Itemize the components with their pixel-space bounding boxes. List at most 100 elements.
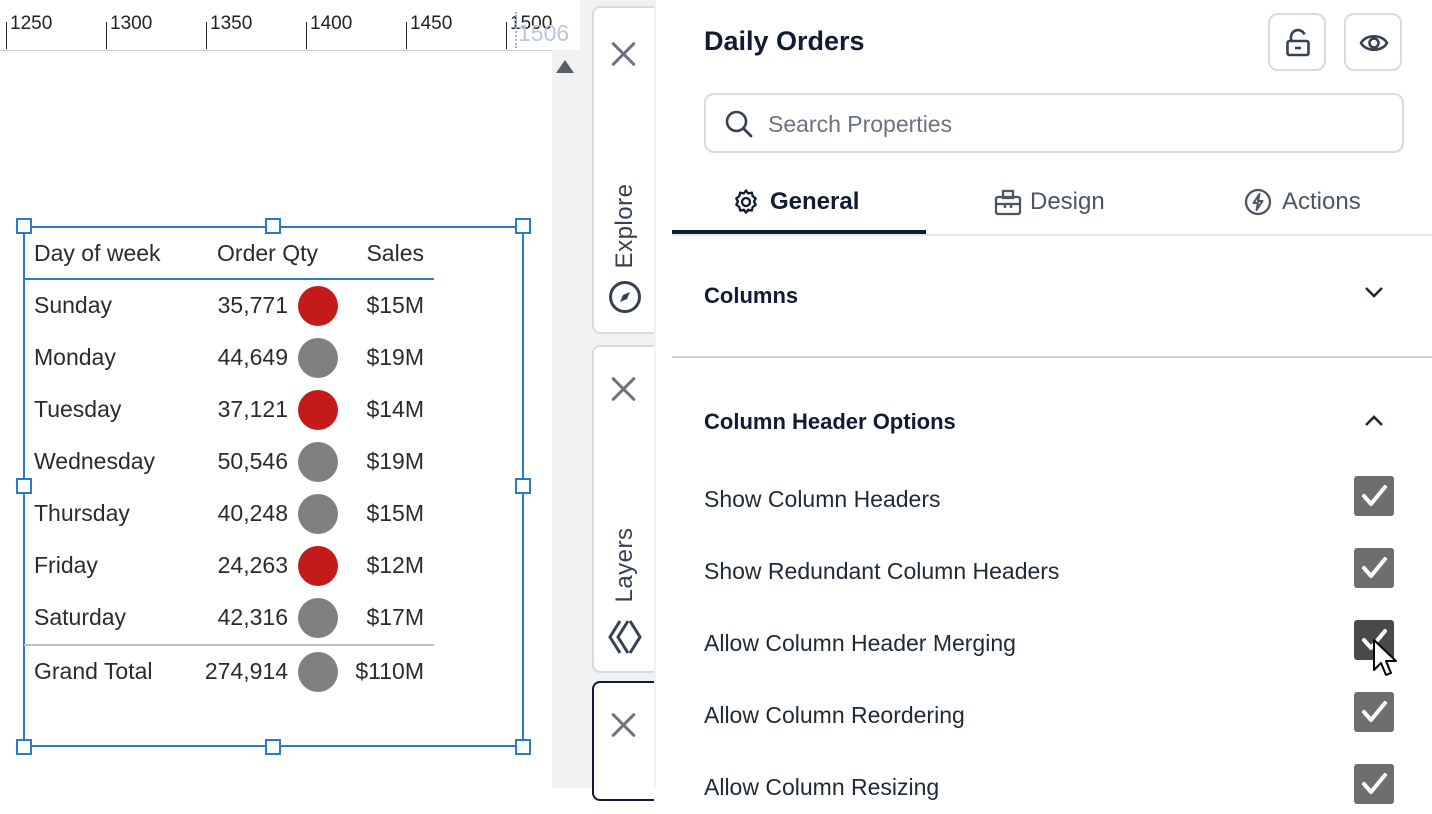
tab-actions-label: Actions xyxy=(1282,188,1361,215)
lightning-icon xyxy=(1244,188,1272,216)
qty-cell: 24,263 xyxy=(217,552,288,578)
option-checkbox[interactable] xyxy=(1354,548,1394,588)
status-indicator xyxy=(298,338,338,378)
checkmark-icon xyxy=(1362,629,1387,650)
status-indicator xyxy=(298,546,338,586)
sales-cell: $14M xyxy=(366,396,424,422)
qty-cell: 44,649 xyxy=(217,344,288,370)
option-row: Allow Column Reordering xyxy=(704,692,1404,742)
checkmark-icon xyxy=(1362,557,1387,578)
total-label: Grand Total xyxy=(34,658,153,684)
preview-button[interactable] xyxy=(1344,13,1402,71)
resize-handle-top-right[interactable] xyxy=(515,218,531,234)
ruler-tick xyxy=(306,22,307,49)
tab-actions[interactable]: Actions xyxy=(1180,172,1432,232)
qty-cell: 50,546 xyxy=(217,448,288,474)
day-cell: Monday xyxy=(34,344,116,370)
table-row: Tuesday 37,121 $14M xyxy=(24,384,434,436)
sales-cell: $12M xyxy=(366,552,424,578)
layers-icon xyxy=(608,620,642,654)
ruler-tick-label: 1250 xyxy=(10,13,53,34)
option-label: Show Redundant Column Headers xyxy=(704,558,1060,584)
panel-tabs: General Design Actions xyxy=(672,172,1432,236)
properties-tab[interactable] xyxy=(592,681,654,801)
table-row: Friday 24,263 $12M xyxy=(24,540,434,592)
option-checkbox[interactable] xyxy=(1354,476,1394,516)
compass-icon xyxy=(609,281,641,313)
grid-body: Sunday 35,771 $15M Monday 44,649 $19M Tuesday 3… xyxy=(24,280,434,644)
day-cell: Wednesday xyxy=(34,448,156,474)
column-header-sales[interactable]: Sales xyxy=(366,240,424,266)
day-cell: Sunday xyxy=(34,292,113,318)
ruler-tick-label: 1400 xyxy=(310,13,353,34)
option-label: Allow Column Header Merging xyxy=(704,630,1016,656)
table-row: Monday 44,649 $19M xyxy=(24,332,434,384)
explore-tab-label: Explore xyxy=(611,183,638,269)
option-row: Allow Column Resizing xyxy=(704,764,1404,814)
option-checkbox[interactable] xyxy=(1354,764,1394,804)
close-icon[interactable] xyxy=(608,38,638,68)
resize-handle-bottom-left[interactable] xyxy=(16,739,32,755)
columns-section-header[interactable]: Columns xyxy=(704,283,799,308)
resize-handle-bottom-right[interactable] xyxy=(515,739,531,755)
scroll-up-arrow-icon[interactable] xyxy=(556,60,574,73)
sales-cell: $17M xyxy=(366,604,424,630)
qty-cell: 40,248 xyxy=(217,500,288,526)
sales-cell: $15M xyxy=(366,292,424,318)
ruler-position-marker xyxy=(515,12,517,48)
resize-handle-right[interactable] xyxy=(515,478,531,494)
chevron-down-icon[interactable] xyxy=(1364,286,1384,300)
option-label: Show Column Headers xyxy=(704,486,941,512)
ruler-tick xyxy=(406,22,407,49)
resize-handle-bottom[interactable] xyxy=(265,739,281,755)
column-header-qty[interactable]: Order Qty xyxy=(217,240,318,266)
close-icon[interactable] xyxy=(608,709,638,739)
dashboard-canvas[interactable]: 1250 1300 1350 1400 1450 1500 1506 Day o… xyxy=(0,0,580,788)
unlock-button[interactable] xyxy=(1268,13,1326,71)
data-grid: Day of week Order Qty Sales Sunday 35,771… xyxy=(24,228,434,698)
resize-handle-top[interactable] xyxy=(265,218,281,234)
design-icon xyxy=(994,189,1022,216)
layers-tab[interactable]: Layers xyxy=(592,345,654,673)
checkmark-icon xyxy=(1362,701,1387,722)
ruler-position-readout: 1506 xyxy=(518,20,570,46)
tab-general[interactable]: General xyxy=(672,172,926,234)
ruler-tick-label: 1450 xyxy=(410,13,453,34)
panel-title: Daily Orders xyxy=(704,26,865,56)
search-icon xyxy=(725,110,753,138)
chevron-up-icon[interactable] xyxy=(1364,413,1384,427)
option-checkbox[interactable] xyxy=(1354,692,1394,732)
search-box[interactable] xyxy=(704,93,1404,153)
checkmark-icon xyxy=(1362,485,1387,506)
status-indicator xyxy=(298,286,338,326)
ruler-tick xyxy=(6,22,7,49)
column-header-day[interactable]: Day of week xyxy=(34,240,161,266)
resize-handle-top-left[interactable] xyxy=(16,218,32,234)
ruler-tick xyxy=(206,22,207,49)
total-qty: 274,914 xyxy=(204,658,288,684)
properties-panel: Daily Orders General xyxy=(656,0,1432,804)
status-indicator xyxy=(298,598,338,638)
table-row: Thursday 40,248 $15M xyxy=(24,488,434,540)
resize-handle-left[interactable] xyxy=(16,478,32,494)
vertical-scrollbar[interactable] xyxy=(552,50,580,788)
table-row: Wednesday 50,546 $19M xyxy=(24,436,434,488)
search-input[interactable] xyxy=(766,105,1370,143)
sales-cell: $19M xyxy=(366,344,424,370)
explore-tab[interactable]: Explore xyxy=(592,6,654,334)
sales-cell: $15M xyxy=(366,500,424,526)
column-header-options-section-header[interactable]: Column Header Options xyxy=(704,409,956,434)
status-indicator xyxy=(298,652,338,692)
tab-design[interactable]: Design xyxy=(926,172,1180,232)
horizontal-ruler: 1250 1300 1350 1400 1450 1500 1506 xyxy=(0,0,569,51)
close-icon[interactable] xyxy=(608,373,638,403)
ruler-tick xyxy=(106,22,107,49)
layers-tab-label: Layers xyxy=(611,527,638,603)
option-row: Show Column Headers xyxy=(704,476,1404,526)
gear-icon xyxy=(735,189,757,214)
grand-total-row: Grand Total 274,914 $110M xyxy=(24,644,434,698)
qty-cell: 35,771 xyxy=(217,292,288,318)
total-sales: $110M xyxy=(355,658,424,684)
tab-general-label: General xyxy=(770,188,860,215)
ruler-tick-label: 1300 xyxy=(110,13,153,34)
